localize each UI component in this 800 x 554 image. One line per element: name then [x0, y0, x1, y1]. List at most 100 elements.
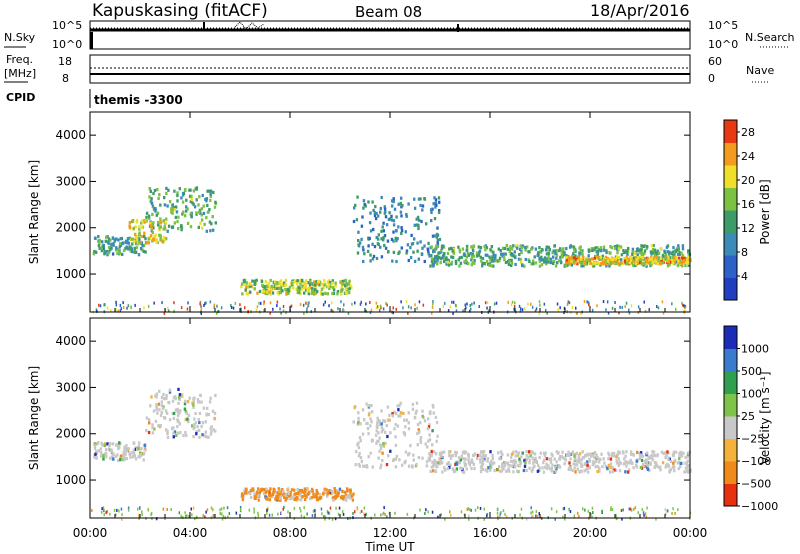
data-cell: [687, 469, 690, 474]
data-cell: [318, 282, 321, 286]
data-cell: [500, 469, 504, 473]
data-cell: [210, 425, 213, 429]
data-cell: [97, 449, 100, 453]
data-cell: [176, 431, 180, 435]
data-cell: [149, 189, 152, 193]
data-cell: [147, 418, 151, 422]
data-cell: [448, 247, 451, 251]
data-cell: [104, 442, 107, 446]
data-cell: [498, 256, 502, 260]
data-cell: [642, 511, 645, 515]
data-cell: [536, 515, 539, 518]
data-cell: [439, 458, 442, 462]
data-cell: [474, 508, 477, 512]
data-cell: [455, 451, 458, 455]
data-cell: [598, 257, 602, 261]
data-cell: [118, 441, 121, 445]
data-cell: [164, 517, 166, 521]
data-cell: [103, 513, 105, 517]
data-cell: [685, 469, 688, 474]
data-cell: [299, 278, 302, 282]
freq-tick-top: 18: [58, 55, 72, 68]
data-cell: [348, 287, 351, 291]
data-cell: [489, 248, 492, 252]
data-cell: [383, 207, 387, 211]
data-cell: [467, 507, 469, 511]
data-cell: [165, 186, 168, 190]
data-cell: [395, 454, 399, 458]
data-cell: [628, 308, 630, 312]
data-cell: [617, 457, 620, 461]
data-cell: [295, 287, 298, 291]
data-cell: [621, 517, 623, 521]
data-cell: [654, 258, 657, 262]
data-cell: [167, 306, 169, 310]
data-cell: [232, 306, 235, 310]
data-cell: [177, 227, 180, 231]
data-cell: [504, 252, 507, 256]
data-cell: [592, 261, 595, 266]
data-cell: [636, 253, 639, 257]
data-cell: [384, 513, 386, 516]
data-cell: [569, 457, 572, 461]
data-cell: [153, 207, 157, 211]
data-cell: [292, 286, 295, 290]
data-cell: [562, 456, 565, 460]
data-cell: [202, 211, 206, 215]
data-cell: [625, 301, 628, 305]
data-cell: [149, 234, 153, 238]
data-cell: [599, 246, 603, 250]
data-cell: [559, 259, 562, 263]
data-cell: [132, 448, 135, 452]
data-cell: [531, 456, 534, 460]
data-cell: [269, 278, 272, 283]
data-cell: [158, 226, 161, 230]
data-cell: [316, 282, 319, 286]
data-cell: [505, 515, 508, 519]
data-cell: [392, 219, 396, 223]
data-cell: [179, 409, 182, 413]
data-cell: [317, 279, 320, 284]
data-cell: [191, 424, 194, 428]
data-cell: [122, 301, 124, 305]
data-cell: [512, 254, 515, 258]
data-cell: [651, 453, 654, 457]
data-cell: [106, 510, 108, 514]
data-cell: [614, 301, 616, 304]
data-cell: [306, 512, 308, 516]
data-cell: [431, 510, 434, 514]
data-cell: [643, 261, 646, 265]
data-cell: [509, 459, 513, 463]
data-cell: [315, 280, 318, 284]
data-cell: [609, 457, 613, 461]
data-cell: [292, 495, 295, 499]
data-cell: [369, 451, 372, 455]
data-cell: [319, 493, 322, 497]
data-cell: [547, 249, 550, 253]
data-cell: [334, 284, 337, 288]
data-cell: [627, 246, 630, 251]
data-cell: [161, 406, 165, 411]
data-cell: [365, 402, 368, 406]
data-cell: [339, 496, 343, 500]
data-cell: [656, 249, 659, 253]
data-cell: [120, 307, 123, 311]
data-cell: [359, 456, 363, 460]
data-cell: [596, 304, 598, 308]
data-cell: [600, 262, 603, 266]
data-cell: [427, 439, 430, 443]
data-cell: [118, 509, 120, 513]
data-cell: [521, 244, 525, 248]
data-cell: [378, 308, 381, 312]
data-cell: [678, 251, 681, 255]
data-cell: [524, 257, 527, 262]
data-cell: [634, 251, 637, 255]
data-cell: [268, 290, 271, 294]
data-cell: [443, 466, 446, 470]
data-cell: [220, 507, 223, 511]
data-cell: [181, 200, 185, 204]
y-tick-label: 1000: [55, 473, 86, 487]
data-cell: [489, 465, 492, 469]
data-cell: [467, 452, 470, 456]
data-cell: [242, 493, 245, 497]
